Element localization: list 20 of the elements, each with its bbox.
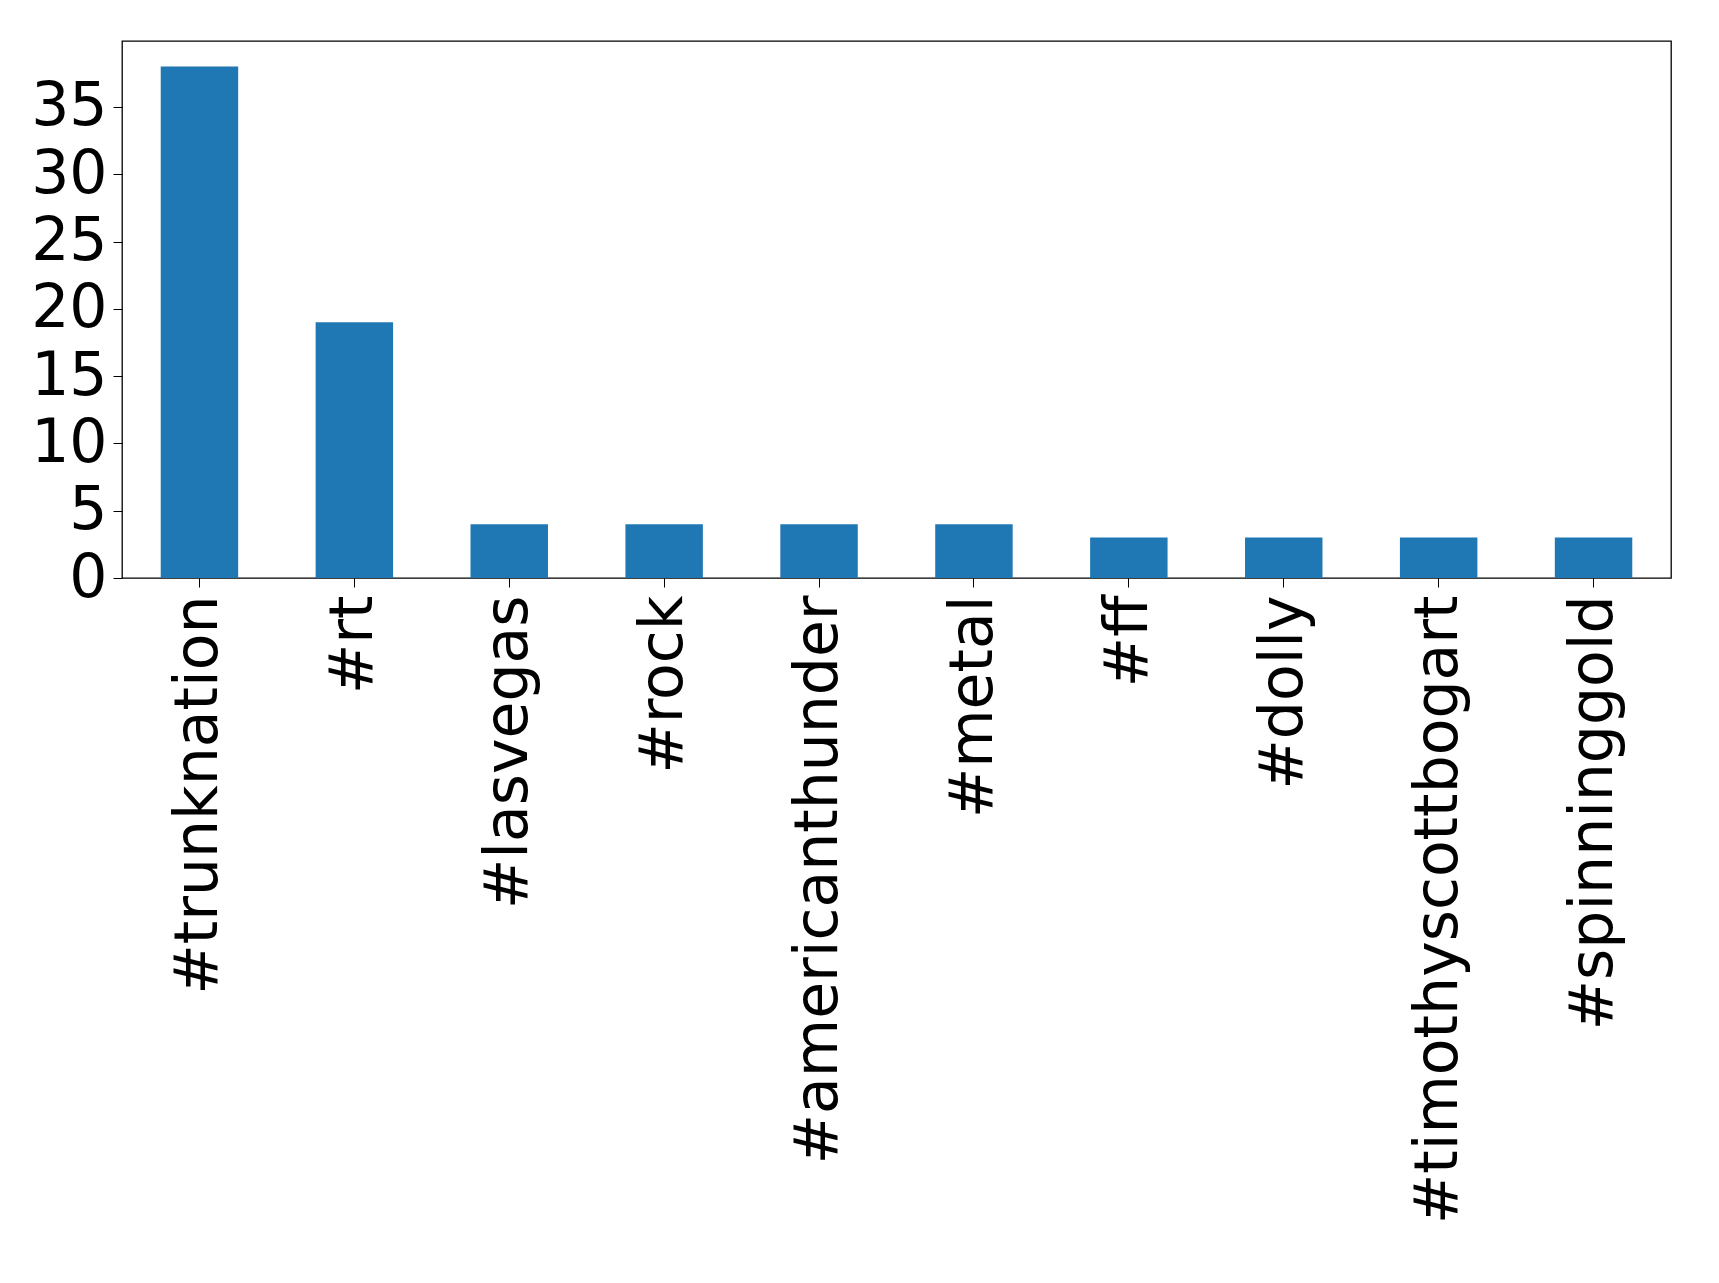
x-tick-label: #lasvegas <box>471 595 542 910</box>
x-tick-label: #rt <box>316 595 387 694</box>
bar <box>470 524 548 578</box>
bar <box>160 66 239 578</box>
bar <box>1554 537 1633 578</box>
x-tick-label: #dolly <box>1245 595 1316 790</box>
bar <box>1090 537 1168 578</box>
x-tick-label: #timothyscottbogart <box>1400 595 1471 1225</box>
bar <box>315 322 394 578</box>
x-tick-label: #spinninggold <box>1555 595 1626 1031</box>
x-tick-label: #metal <box>935 595 1006 819</box>
bar <box>1245 537 1323 578</box>
bar <box>780 524 858 578</box>
bar <box>935 524 1013 578</box>
bar <box>1399 537 1478 578</box>
x-tick-label: #rock <box>626 595 697 774</box>
x-tick-label: #trunknation <box>161 595 232 995</box>
bar <box>625 524 703 578</box>
x-tick-label: #americanthunder <box>781 595 852 1165</box>
x-tick-label: #ff <box>1090 593 1161 688</box>
